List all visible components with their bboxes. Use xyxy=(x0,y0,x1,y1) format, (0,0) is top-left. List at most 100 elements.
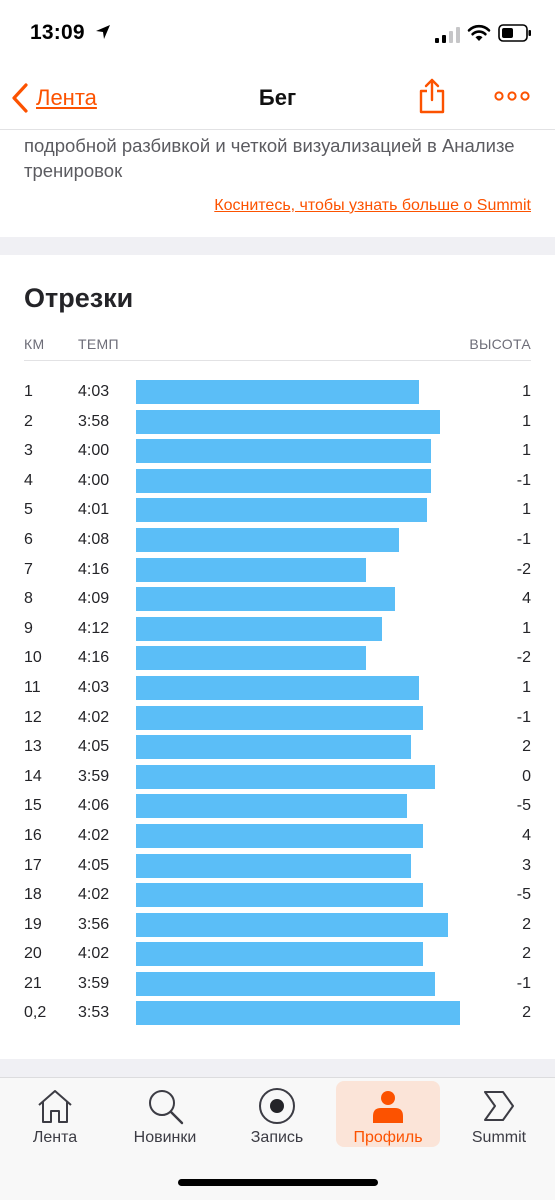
search-icon xyxy=(149,1090,184,1125)
section-divider-bottom xyxy=(0,1059,555,1077)
split-km: 20 xyxy=(24,945,42,963)
split-pace-bar xyxy=(136,646,366,671)
split-pace: 3:53 xyxy=(78,1004,110,1022)
split-row: 16 4:02 4 xyxy=(0,822,555,852)
split-elevation: -5 xyxy=(516,797,531,815)
tab-explore[interactable]: Новинки xyxy=(110,1081,220,1147)
split-row: 3 4:00 1 xyxy=(0,437,555,467)
split-pace: 4:00 xyxy=(78,442,110,460)
split-km: 19 xyxy=(24,915,42,933)
splits-list: 1 4:03 1 2 3:58 1 3 4:00 1 4 4:00 -1 5 4:01 1 6 4:08 -1 7 4… xyxy=(0,378,555,1029)
split-row: 11 4:03 1 xyxy=(0,674,555,704)
split-pace-bar xyxy=(136,439,431,464)
split-elevation: 1 xyxy=(522,501,531,519)
split-km: 9 xyxy=(24,619,33,637)
split-pace: 4:06 xyxy=(78,797,110,815)
split-elevation: 1 xyxy=(522,678,531,696)
split-pace-bar xyxy=(136,764,435,789)
tab-feed[interactable]: Лента xyxy=(0,1081,110,1147)
back-button[interactable]: Лента xyxy=(10,82,97,114)
split-km: 11 xyxy=(24,678,41,696)
split-pace-bar xyxy=(136,912,448,937)
more-options-icon[interactable] xyxy=(494,86,530,106)
home-indicator xyxy=(178,1179,378,1186)
tab-record[interactable]: Запись xyxy=(222,1081,332,1147)
tab-explore-label: Новинки xyxy=(133,1129,197,1146)
split-row: 13 4:05 2 xyxy=(0,733,555,763)
navigation-bar: Лента Бег xyxy=(0,66,555,130)
split-row: 12 4:02 -1 xyxy=(0,704,555,734)
split-pace: 4:08 xyxy=(78,530,110,548)
split-pace: 4:00 xyxy=(78,471,110,489)
split-pace-bar xyxy=(136,409,440,434)
battery-icon xyxy=(498,24,531,42)
column-header-km: КМ xyxy=(24,336,45,352)
split-pace: 4:02 xyxy=(78,886,110,904)
tab-record-label: Запись xyxy=(250,1129,304,1146)
wifi-icon xyxy=(467,24,491,41)
split-elevation: -1 xyxy=(516,974,531,992)
split-km: 18 xyxy=(24,886,42,904)
share-icon[interactable] xyxy=(418,78,446,114)
splits-section: Отрезки КМ ТЕМП ВЫСОТА 1 4:03 1 2 3:58 1 3 4:00… xyxy=(0,255,555,1059)
split-pace: 4:02 xyxy=(78,826,110,844)
split-pace-bar xyxy=(136,380,419,404)
split-row: 2 3:58 1 xyxy=(0,408,555,438)
summit-learn-more-link[interactable]: Коснитесь, чтобы узнать больше о Summit xyxy=(214,197,531,214)
split-km: 21 xyxy=(24,974,42,992)
split-pace-bar xyxy=(136,527,399,552)
section-divider xyxy=(0,237,555,255)
split-elevation: -2 xyxy=(516,649,531,667)
split-km: 5 xyxy=(24,501,33,519)
split-row: 9 4:12 1 xyxy=(0,615,555,645)
split-row: 14 3:59 0 xyxy=(0,763,555,793)
split-row: 19 3:56 2 xyxy=(0,911,555,941)
split-elevation: 0 xyxy=(522,767,531,785)
header-divider xyxy=(24,360,531,361)
split-pace: 3:58 xyxy=(78,412,110,430)
split-pace: 4:09 xyxy=(78,590,110,608)
split-row: 6 4:08 -1 xyxy=(0,526,555,556)
split-km: 4 xyxy=(24,471,33,489)
tab-profile[interactable]: Профиль xyxy=(336,1081,440,1147)
chevron-left-icon xyxy=(12,83,28,113)
split-pace-bar xyxy=(136,853,411,878)
split-row: 7 4:16 -2 xyxy=(0,556,555,586)
split-pace: 4:01 xyxy=(78,501,110,519)
split-elevation: -1 xyxy=(516,530,531,548)
tab-feed-label: Лента xyxy=(32,1129,78,1146)
status-time: 13:09 xyxy=(30,21,85,44)
column-header-elevation: ВЫСОТА xyxy=(469,336,531,352)
split-pace-bar xyxy=(136,498,427,523)
summit-promo: подробной разбивкой и четкой визуализаци… xyxy=(0,131,555,237)
tab-bar: Лента Новинки Запись Профиль Summit xyxy=(0,1077,555,1200)
split-row: 1 4:03 1 xyxy=(0,378,555,408)
split-elevation: 1 xyxy=(522,383,531,400)
location-arrow-icon xyxy=(96,25,110,39)
split-pace-bar xyxy=(136,794,407,819)
tab-summit[interactable]: Summit xyxy=(444,1081,554,1147)
split-elevation: -2 xyxy=(516,560,531,578)
split-elevation: 1 xyxy=(522,412,531,430)
split-pace-bar xyxy=(136,1001,460,1026)
split-elevation: 2 xyxy=(522,915,531,933)
split-pace-bar xyxy=(136,705,423,730)
split-km: 17 xyxy=(24,856,42,874)
back-button-label: Лента xyxy=(36,85,97,110)
split-pace-bar xyxy=(136,616,382,641)
split-pace: 4:05 xyxy=(78,738,110,756)
split-km: 6 xyxy=(24,530,33,548)
summit-icon xyxy=(484,1091,514,1121)
split-pace-bar xyxy=(136,557,366,582)
split-km: 2 xyxy=(24,412,33,430)
cellular-signal-icon xyxy=(435,27,460,43)
split-elevation: -1 xyxy=(516,708,531,726)
split-pace-bar xyxy=(136,942,423,967)
split-km: 16 xyxy=(24,826,42,844)
split-pace-bar xyxy=(136,735,411,760)
split-pace: 4:03 xyxy=(78,383,110,400)
split-km: 14 xyxy=(24,767,42,785)
split-pace-bar xyxy=(136,823,423,848)
split-elevation: 1 xyxy=(522,442,531,460)
split-km: 13 xyxy=(24,738,42,756)
